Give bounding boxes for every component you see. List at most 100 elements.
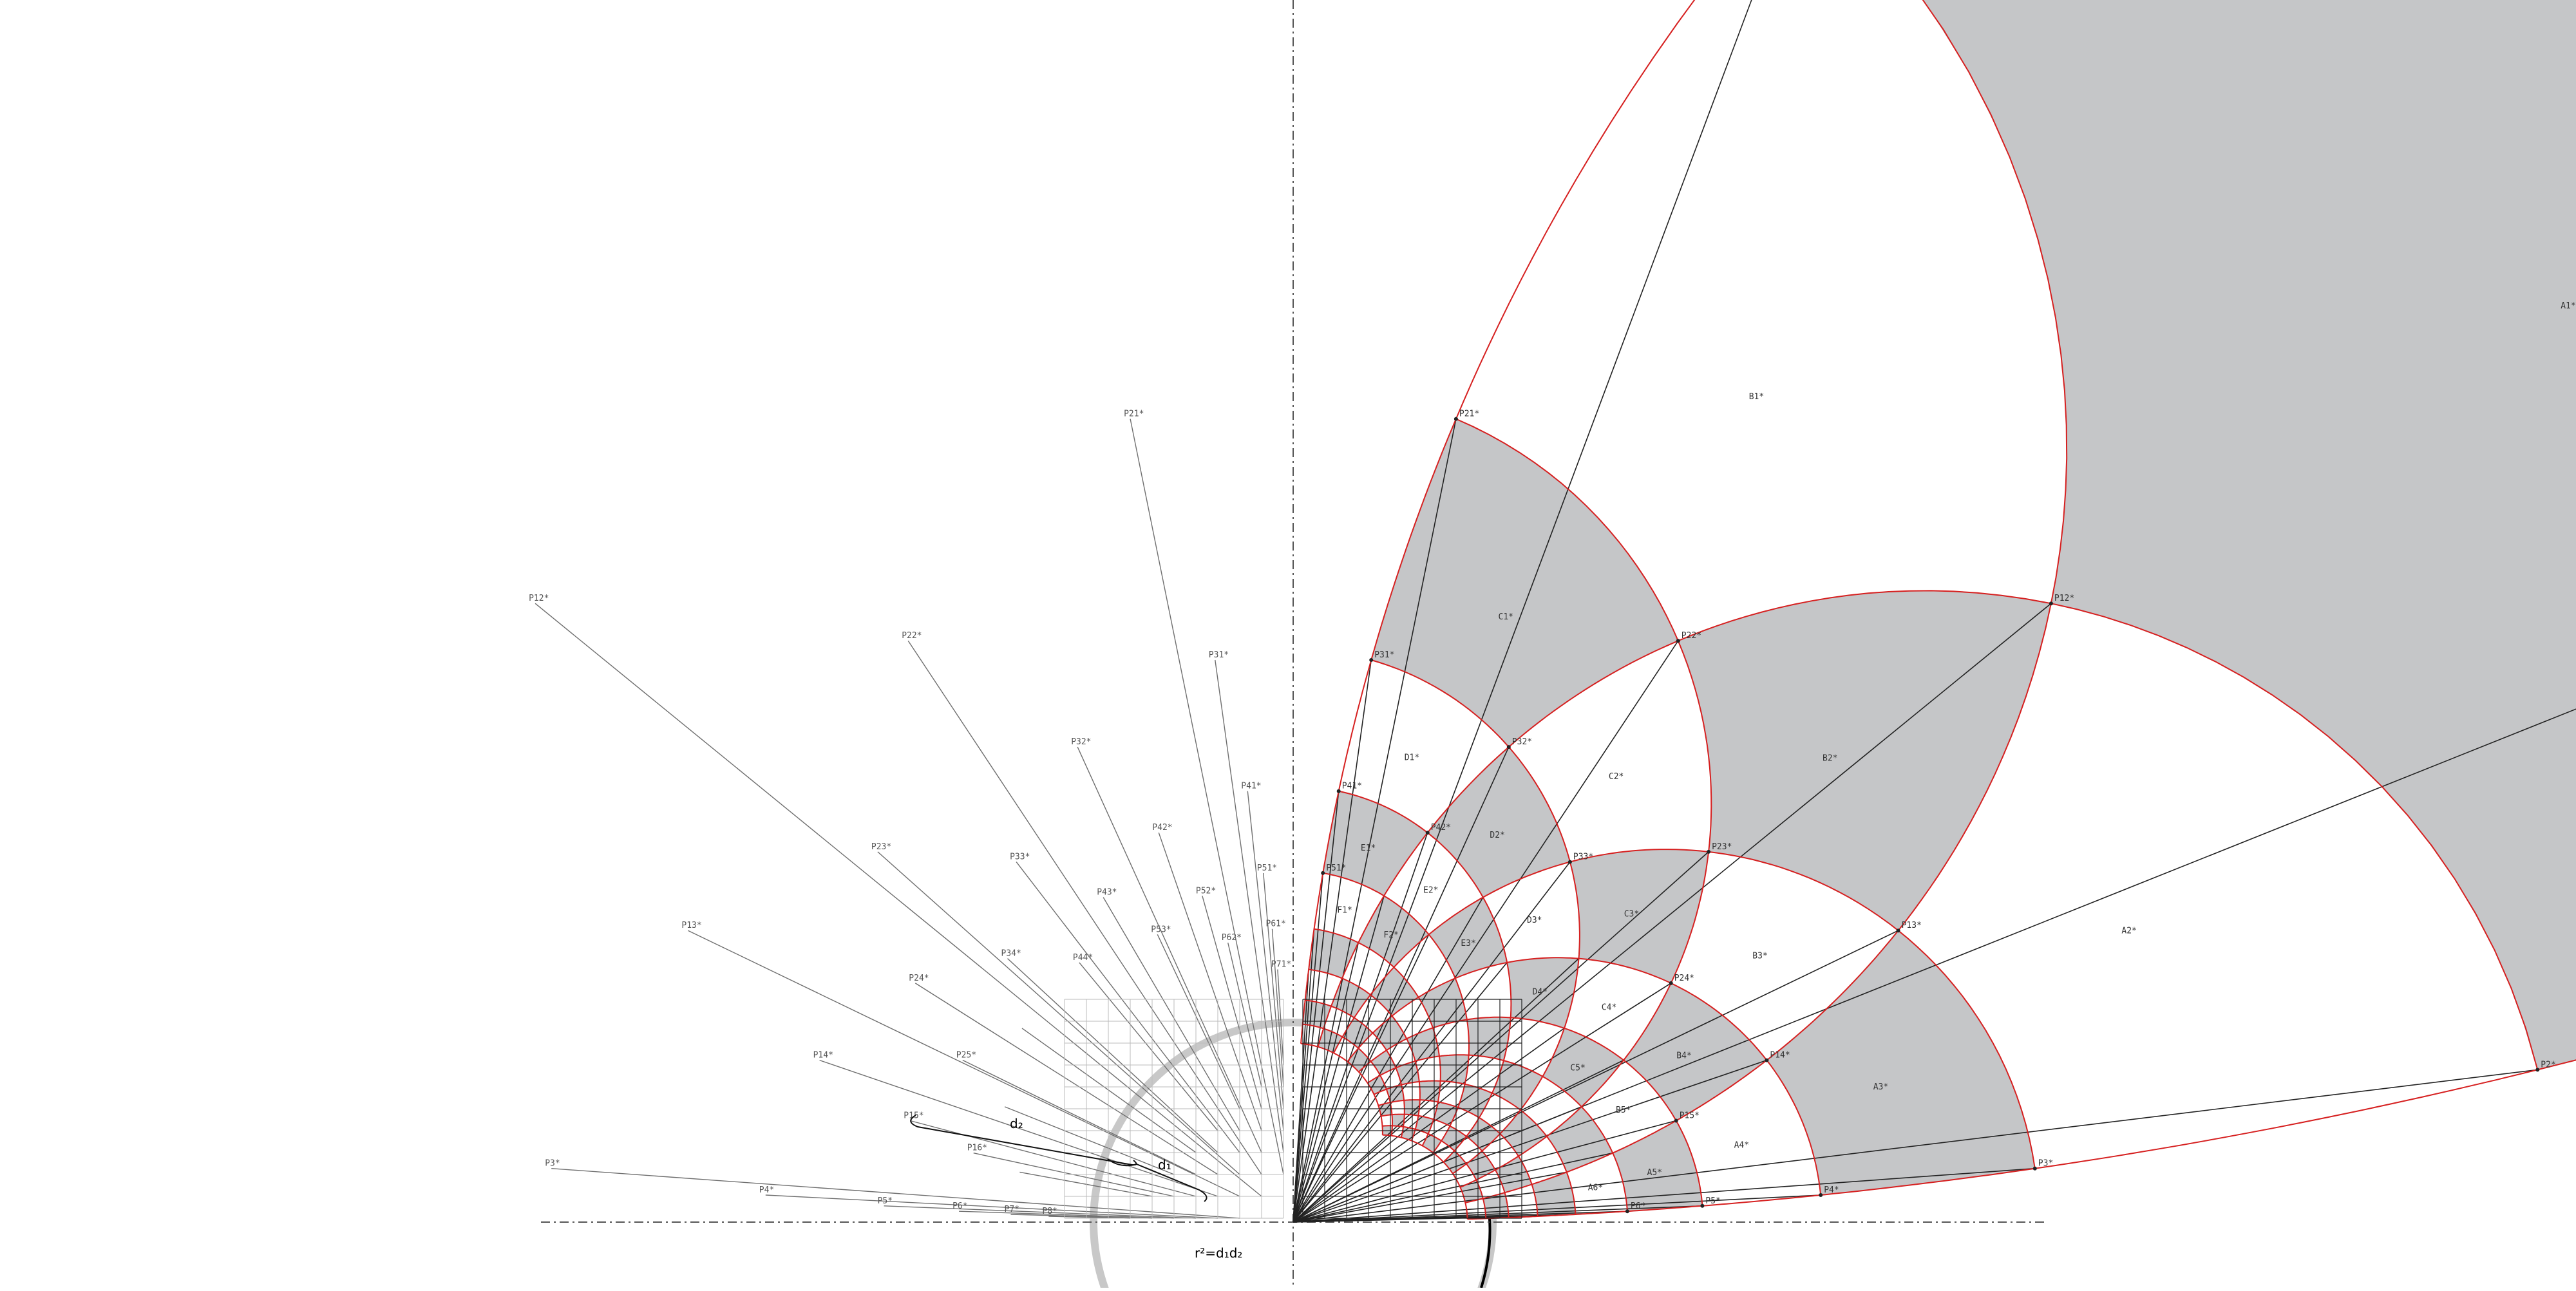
image-ray (1293, 962, 1508, 1223)
image-region (1520, 1076, 1582, 1136)
image-region (1371, 419, 1678, 748)
image-ray (1293, 640, 1679, 1223)
projection-ray (1103, 897, 1240, 1131)
image-ray (1293, 659, 1372, 1223)
region-label: E1* (1361, 843, 1376, 853)
image-ray (1293, 791, 1340, 1223)
region-label: C1* (1499, 612, 1513, 622)
image-region (1314, 872, 1385, 943)
image-ray (1293, 419, 1457, 1223)
image-point-label: P4* (759, 1185, 774, 1195)
image-region (1406, 1028, 1439, 1061)
image-point-label: P6* (952, 1201, 967, 1211)
image-node (1896, 928, 1900, 933)
image-point-label: P53* (1151, 925, 1171, 934)
projection-ray (907, 640, 1262, 1175)
region-label: A1* (2561, 301, 2575, 311)
image-node-label: P13* (1902, 921, 1922, 930)
image-arc-col (1358, 1016, 1703, 1206)
source-grid-layer (1064, 999, 1522, 1219)
image-arc-col (1378, 1099, 1539, 1217)
region-label: B1* (1749, 392, 1764, 402)
image-region (1450, 1107, 1479, 1136)
image-ray (1293, 969, 1309, 1223)
image-region (1464, 1055, 1504, 1093)
image-point-label: P34* (1001, 949, 1021, 959)
image-ray (1293, 1106, 1582, 1223)
image-ray (1293, 1028, 1565, 1223)
image-region (1508, 641, 1712, 862)
image-node (1336, 789, 1341, 793)
region-label: D1* (1405, 753, 1419, 763)
image-ray (1293, 0, 1752, 1223)
projection-ray (1271, 928, 1284, 1088)
image-ray (1293, 983, 1672, 1223)
image-point-label: P16* (967, 1144, 987, 1153)
image-node (1454, 417, 1458, 421)
image-point-label: P22* (902, 631, 922, 641)
region-label: D3* (1527, 916, 1542, 925)
image-node (2049, 601, 2053, 606)
image-node (1369, 658, 1374, 662)
image-node (1707, 849, 1711, 854)
labels-layer: P3* P4* P5* P6* P7* P8* P12* P13* P14* P15* P16* P2… (529, 301, 2576, 1216)
image-region (1766, 930, 2035, 1195)
image-node (1819, 1193, 1823, 1197)
image-region (1476, 1170, 1505, 1199)
image-region (1403, 1114, 1419, 1129)
image-point-label: P8* (1042, 1207, 1057, 1216)
projection-ray (1004, 1106, 1175, 1175)
image-region (1455, 0, 2067, 641)
image-region (1439, 1055, 1469, 1084)
region-label: A4* (1734, 1140, 1749, 1150)
image-ray (1293, 1120, 1676, 1223)
image-point-label: P5* (878, 1196, 893, 1206)
image-region (1466, 1017, 1511, 1061)
image-node-label: P32* (1512, 737, 1532, 747)
image-node (1669, 981, 1673, 985)
image-node (1674, 1118, 1678, 1123)
region-label: C4* (1602, 1003, 1616, 1013)
image-ray (1293, 1059, 1767, 1223)
image-region (1386, 1084, 1405, 1103)
image-ray (1293, 1059, 1624, 1223)
projection-ray (1157, 934, 1240, 1109)
projection-ray (1277, 969, 1284, 1066)
image-region (1613, 1120, 1703, 1212)
projection-ray (535, 603, 1262, 1197)
image-arc-col (1347, 957, 1822, 1196)
projection-ray (1010, 1214, 1153, 1219)
image-region (1546, 1106, 1613, 1173)
image-ray (1293, 851, 1709, 1223)
image-region (1671, 851, 1899, 1060)
image-node (1425, 831, 1430, 835)
image-region (1531, 1172, 1576, 1216)
image-point-label: P3* (545, 1159, 560, 1169)
image-point-label: P71* (1271, 960, 1291, 970)
image-node-label: P21* (1459, 410, 1479, 419)
projection-ray (884, 1205, 1197, 1219)
region-label: D4* (1533, 987, 1548, 997)
image-region (1503, 1017, 1564, 1077)
d1-bracket (1107, 1158, 1208, 1202)
projection-ray (1079, 962, 1218, 1131)
image-node-label: P5* (1705, 1196, 1720, 1206)
image-point-label: P13* (681, 921, 701, 930)
image-node (2535, 1068, 2540, 1072)
projection-ray (1247, 791, 1284, 1131)
projection-ray (962, 1059, 1197, 1175)
region-label: B4* (1676, 1051, 1691, 1061)
image-ray (1293, 603, 2052, 1223)
projection-ray (910, 1120, 1197, 1197)
image-region (1676, 1060, 1821, 1206)
image-point-label: P25* (956, 1051, 976, 1060)
image-point-label: P62* (1222, 933, 1242, 943)
image-ray (1293, 958, 1580, 1223)
image-ray (1293, 896, 1385, 1223)
region-label: A3* (1873, 1082, 1888, 1092)
image-region (1427, 747, 1570, 898)
image-node-label: P42* (1431, 823, 1451, 833)
image-node-label: P51* (1326, 863, 1346, 873)
image-point-label: P52* (1196, 886, 1216, 896)
image-arc-col (1317, 590, 2539, 1070)
